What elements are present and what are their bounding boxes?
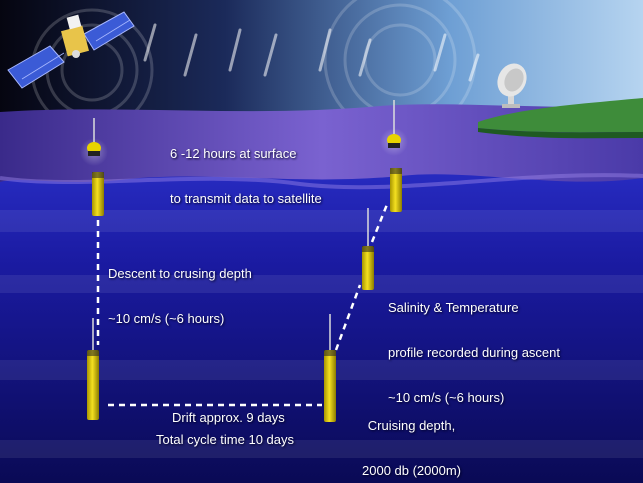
surface-label: 6 -12 hours at surface to transmit data … xyxy=(170,146,322,206)
ocean-depth xyxy=(0,150,643,483)
descent-label: Descent to crusing depth ~10 cm/s (~6 ho… xyxy=(108,266,252,326)
cruising-depth-label: Cruising depth, 2000 db (2000m) xyxy=(362,418,462,478)
argo-float-icon xyxy=(380,100,408,212)
cycle-time-label: Total cycle time 10 days xyxy=(156,432,295,447)
coastline xyxy=(478,98,643,133)
drift-label: Drift approx. 9 days xyxy=(172,410,285,425)
ascent-label: Salinity & Temperature profile recorded … xyxy=(388,300,560,405)
depth-bands xyxy=(0,210,643,458)
transmission-streaks xyxy=(143,23,480,82)
cycle-path xyxy=(96,201,390,407)
argo-float-icon xyxy=(87,318,99,420)
satellite-dish-icon xyxy=(497,63,527,108)
argo-float-icon xyxy=(80,118,108,216)
satellite-icon xyxy=(7,11,135,89)
argo-float-icon xyxy=(324,314,336,422)
argo-float-icon xyxy=(362,208,374,290)
